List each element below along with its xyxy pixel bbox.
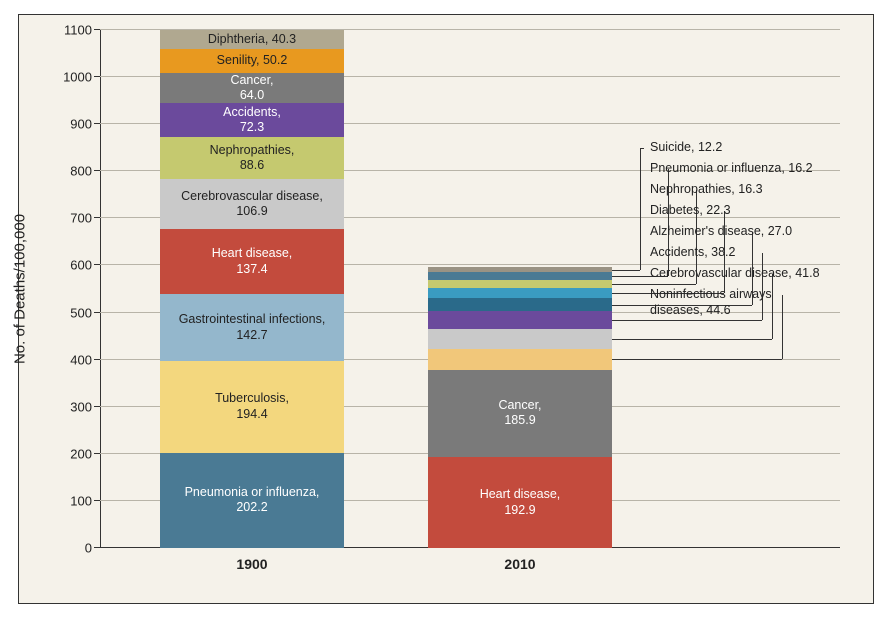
y-tick-label: 1000 — [63, 70, 100, 85]
segment: Senility, 50.2 — [160, 49, 344, 73]
segment: Gastrointestinal infections,142.7 — [160, 294, 344, 361]
callout-leader — [612, 359, 782, 360]
callout-label: Pneumonia or influenza, 16.2 — [650, 161, 813, 177]
callout-label: Noninfectious airwaysdiseases, 44.6 — [650, 287, 820, 318]
segment: Diphtheria, 40.3 — [160, 30, 344, 49]
y-axis-title: No. of Deaths/100,000 — [12, 214, 29, 364]
segment-label: Accidents,72.3 — [223, 105, 281, 136]
callout-leader — [640, 148, 641, 270]
segment-label: Pneumonia or influenza,202.2 — [185, 485, 320, 516]
segment: Heart disease,137.4 — [160, 229, 344, 294]
callout-leader — [612, 320, 762, 321]
segment-label: Gastrointestinal infections,142.7 — [179, 312, 326, 343]
callout-leader — [612, 284, 696, 285]
callout-leader — [640, 148, 644, 149]
segment-label: Senility, 50.2 — [217, 53, 288, 69]
segment-label: Nephropathies,88.6 — [210, 143, 295, 174]
callout-leader — [612, 339, 772, 340]
segment: Nephropathies,88.6 — [160, 137, 344, 179]
x-label: 1900 — [236, 548, 267, 572]
segment — [428, 298, 612, 311]
y-tick-label: 700 — [70, 211, 100, 226]
segment — [428, 288, 612, 299]
segment-label: Cancer,64.0 — [230, 73, 273, 104]
callout-label: Suicide, 12.2 — [650, 140, 722, 156]
y-axis — [100, 30, 101, 548]
y-tick-label: 500 — [70, 305, 100, 320]
y-tick-label: 300 — [70, 399, 100, 414]
y-tick-label: 800 — [70, 164, 100, 179]
callout-label: Cerebrovascular disease, 41.8 — [650, 266, 820, 282]
callout-label: Diabetes, 22.3 — [650, 203, 731, 219]
segment: Cancer,185.9 — [428, 370, 612, 458]
segment: Tuberculosis,194.4 — [160, 361, 344, 453]
segment-label: Cerebrovascular disease,106.9 — [181, 189, 323, 220]
segment-label: Heart disease,192.9 — [480, 487, 561, 518]
x-label: 2010 — [504, 548, 535, 572]
segment: Pneumonia or influenza,202.2 — [160, 453, 344, 548]
callout-label: Accidents, 38.2 — [650, 245, 735, 261]
y-tick-label: 600 — [70, 258, 100, 273]
segment — [428, 329, 612, 349]
callout-label: Nephropathies, 16.3 — [650, 182, 763, 198]
y-tick-label: 900 — [70, 117, 100, 132]
segment-label: Diphtheria, 40.3 — [208, 32, 296, 48]
callout-leader — [612, 270, 640, 271]
y-tick-label: 100 — [70, 493, 100, 508]
plot-area: 010020030040050060070080090010001100Pneu… — [100, 30, 840, 548]
segment — [428, 272, 612, 280]
segment-label: Cancer,185.9 — [498, 398, 541, 429]
y-tick-label: 1100 — [64, 23, 100, 38]
segment-label: Heart disease,137.4 — [212, 246, 293, 277]
y-tick-label: 200 — [70, 446, 100, 461]
segment: Heart disease,192.9 — [428, 457, 612, 548]
segment — [428, 280, 612, 288]
segment: Accidents,72.3 — [160, 103, 344, 137]
segment: Cerebrovascular disease,106.9 — [160, 179, 344, 229]
segment — [428, 267, 612, 273]
segment-label: Tuberculosis,194.4 — [215, 391, 289, 422]
y-tick-label: 400 — [70, 352, 100, 367]
callout-label: Alzheimer's disease, 27.0 — [650, 224, 792, 240]
segment — [428, 349, 612, 370]
y-tick-label: 0 — [85, 541, 100, 556]
segment — [428, 311, 612, 329]
segment: Cancer,64.0 — [160, 73, 344, 103]
